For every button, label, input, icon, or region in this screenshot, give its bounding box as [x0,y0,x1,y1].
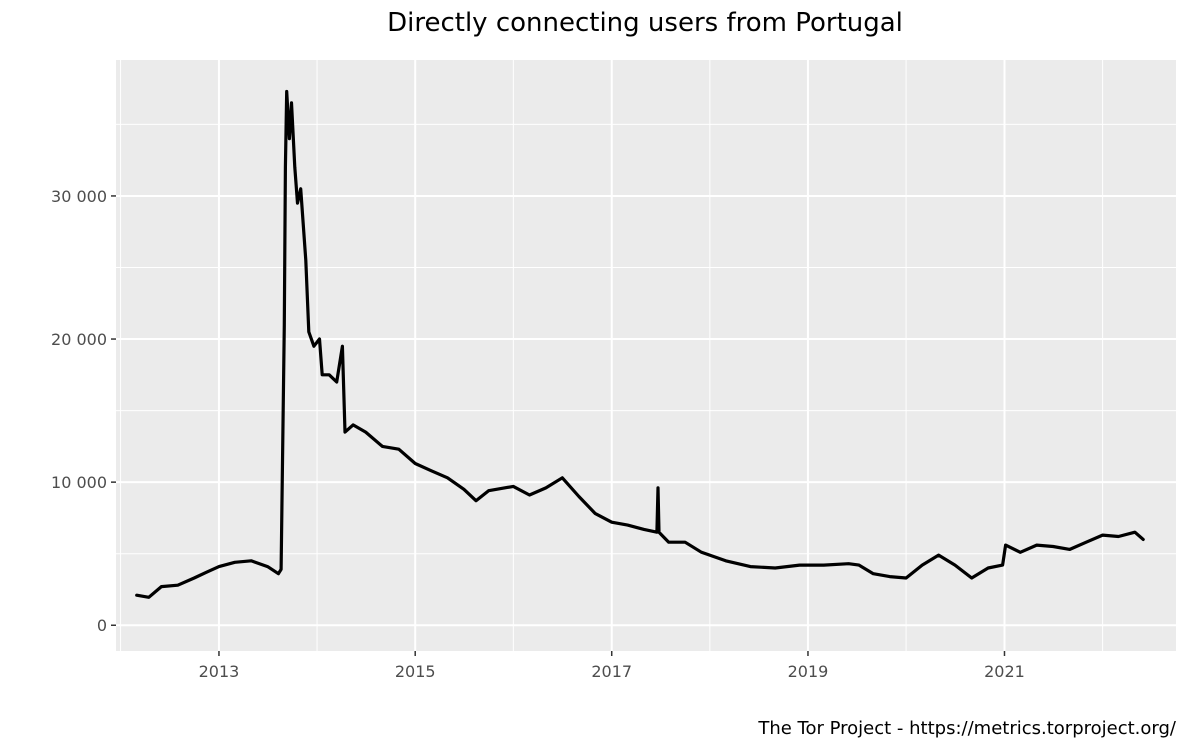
x-tick-label: 2015 [395,662,436,681]
x-tick-label: 2013 [199,662,240,681]
x-tick-label: 2017 [591,662,632,681]
y-axis: 0 10 000 20 000 30 000 [51,187,116,635]
x-tick-label: 2019 [788,662,829,681]
y-tick-label: 0 [97,616,107,635]
series-line [135,89,1145,599]
plot-panel [116,60,1176,651]
y-tick-label: 20 000 [51,330,107,349]
grid-major [116,60,1176,651]
y-tick-label: 30 000 [51,187,107,206]
y-tick-label: 10 000 [51,473,107,492]
chart-caption: The Tor Project - https://metrics.torpro… [757,718,1177,739]
x-axis: 2013 2015 2017 2019 2021 [199,651,1025,681]
chart-title: Directly connecting users from Portugal [387,8,903,38]
x-tick-label: 2021 [984,662,1025,681]
